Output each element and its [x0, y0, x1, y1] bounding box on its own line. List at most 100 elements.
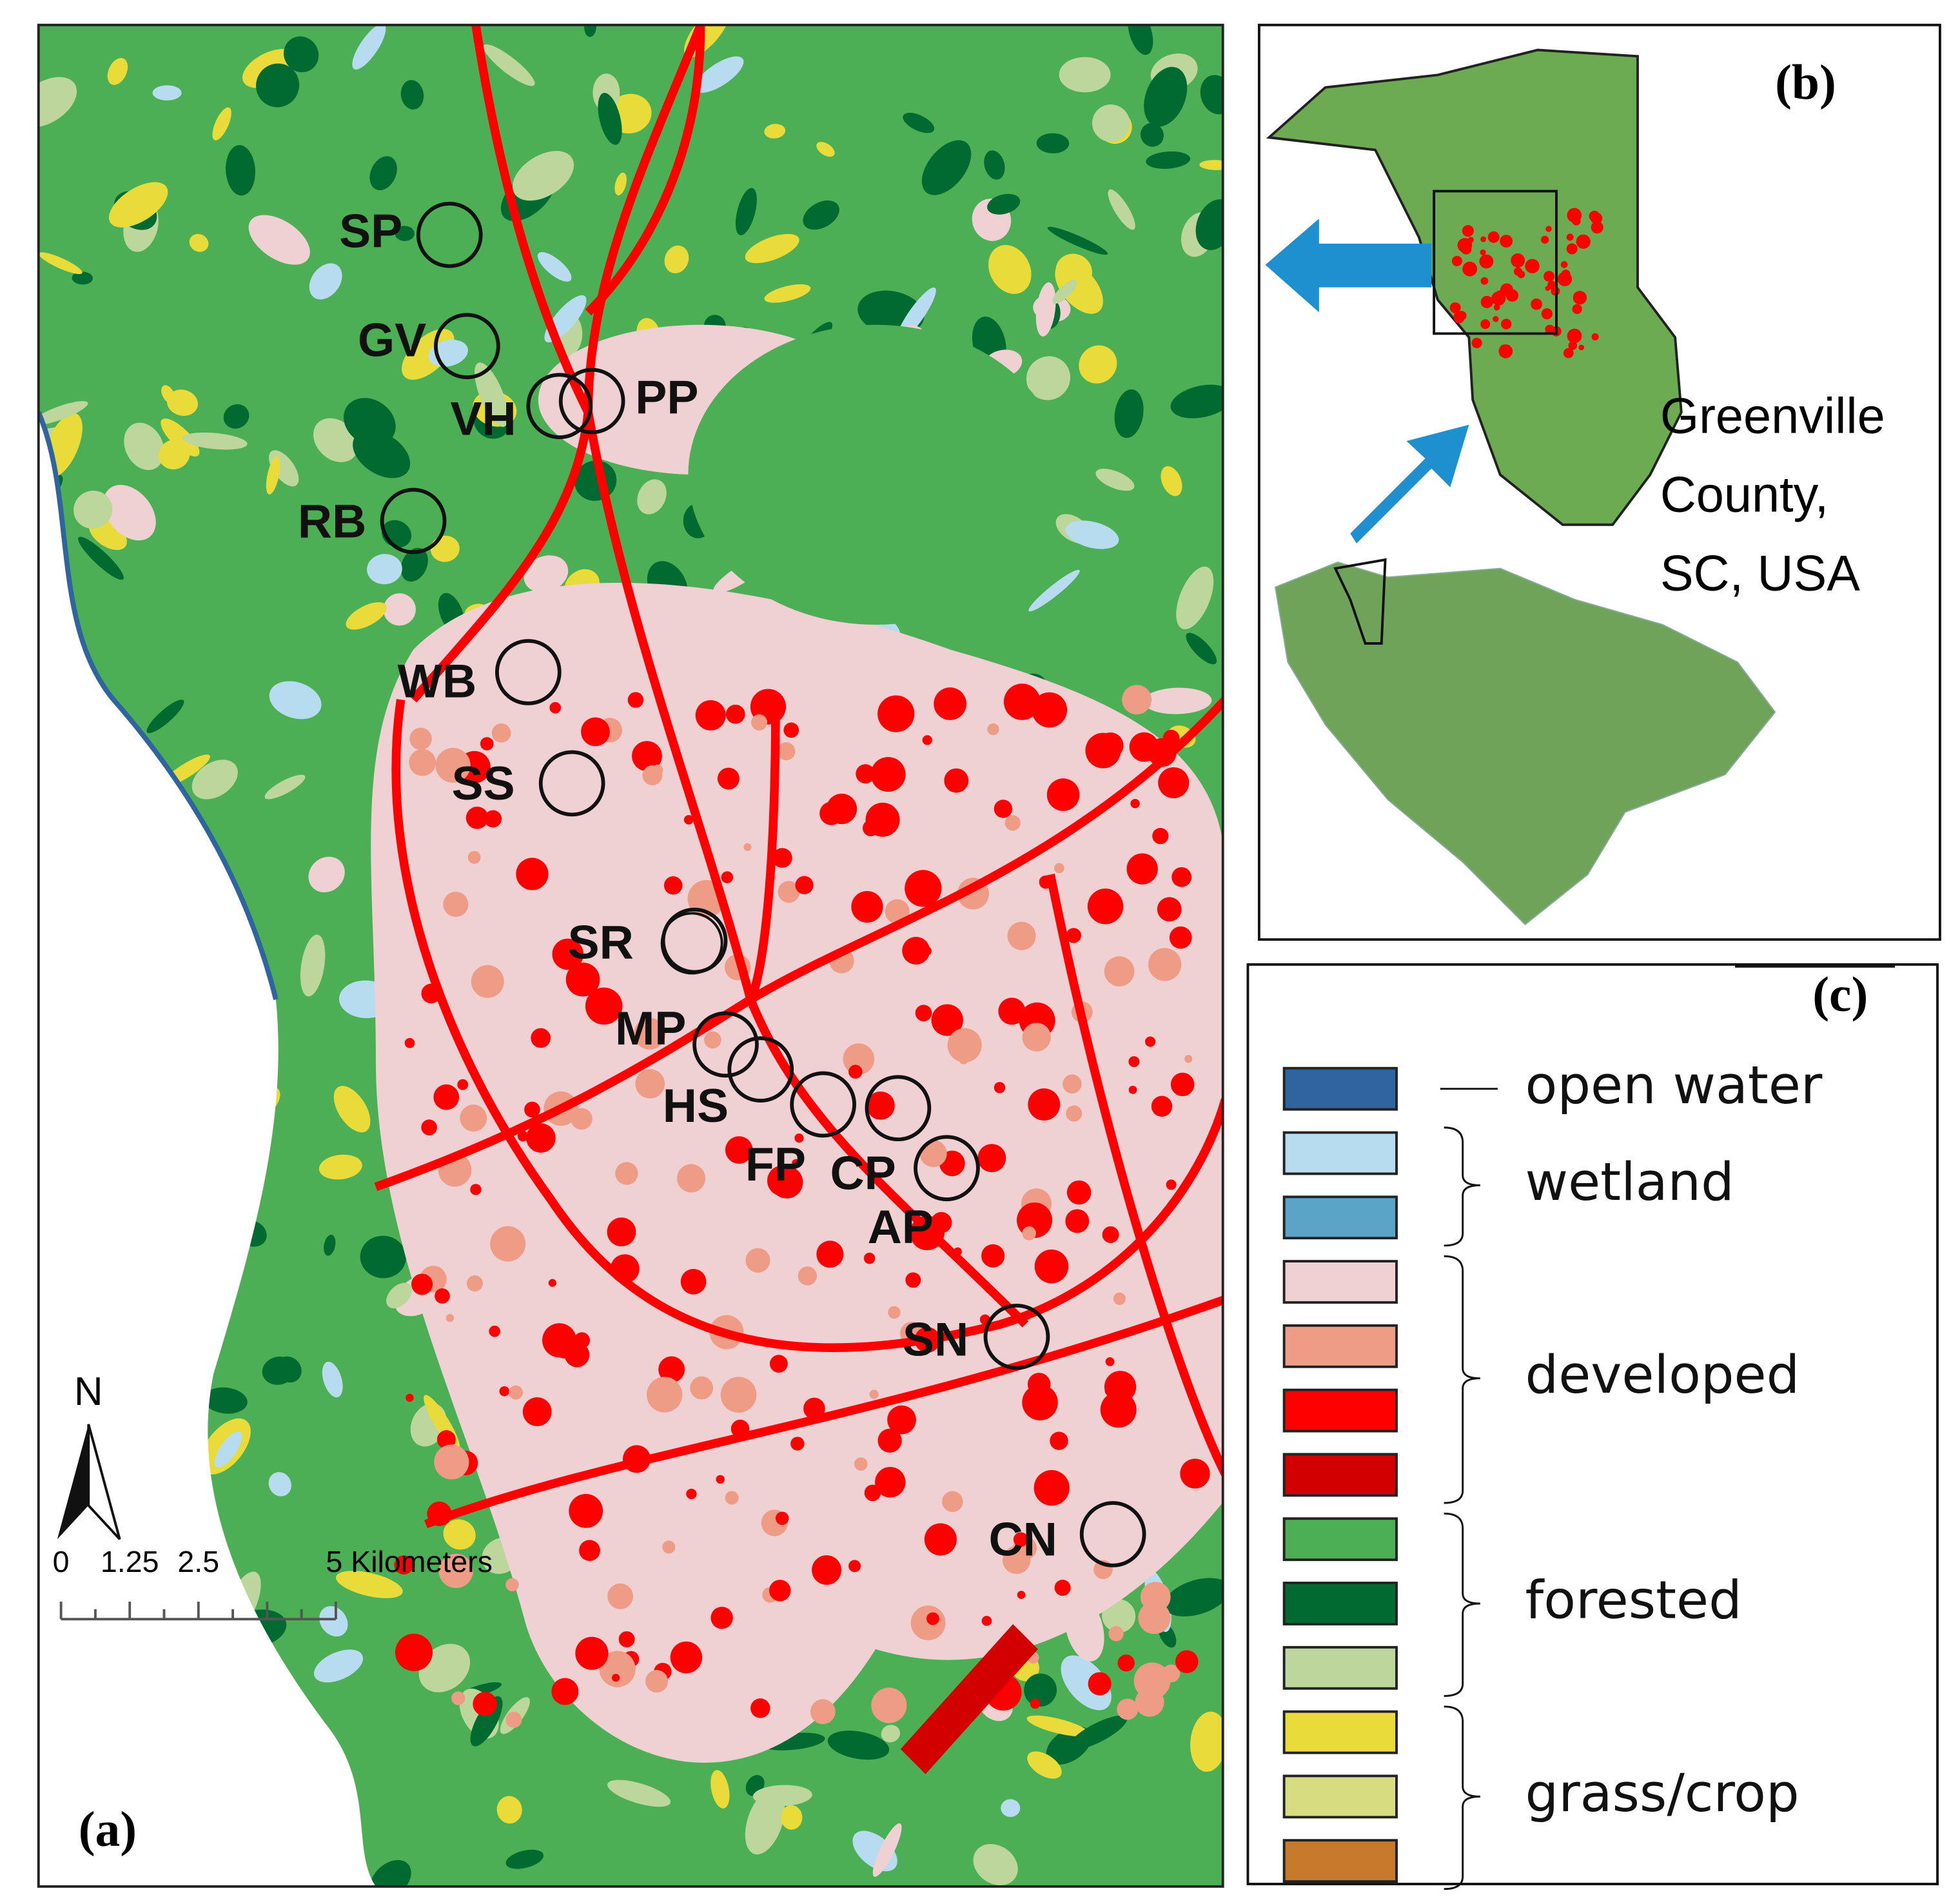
- road: [583, 411, 1029, 1328]
- developed-patch: [1113, 1292, 1126, 1305]
- urban-speck: [1567, 328, 1582, 344]
- developed-patch: [542, 1323, 577, 1358]
- land-patch: [694, 56, 744, 93]
- land-patch: [203, 1387, 248, 1414]
- developed-patch: [717, 767, 740, 790]
- developed-patch: [676, 1164, 706, 1193]
- developed-patch: [1148, 948, 1182, 981]
- developed-patch: [750, 714, 768, 731]
- road: [1046, 874, 1223, 1477]
- developed-patch: [470, 1184, 482, 1195]
- land-patch: [735, 188, 757, 235]
- land-patch: [152, 85, 182, 101]
- developed-patch: [905, 1272, 921, 1288]
- developed-patch: [1184, 1055, 1193, 1063]
- urban-speck: [1545, 226, 1552, 232]
- site-label: PP: [635, 370, 698, 424]
- developed-patch: [1126, 853, 1158, 885]
- developed-patch: [658, 1356, 685, 1383]
- site-label: WB: [398, 654, 477, 707]
- land-patch: [524, 555, 569, 593]
- road: [391, 699, 1223, 1352]
- locator-panel: Greenville County, SC, USA: [1257, 23, 1941, 941]
- developed-patch: [618, 1631, 635, 1647]
- site-marker: [558, 368, 625, 435]
- land-patch: [72, 271, 93, 285]
- developed-patch: [599, 1651, 636, 1687]
- developed-patch: [934, 687, 966, 720]
- developed-patch: [457, 1079, 469, 1090]
- developed-patch: [1140, 1582, 1171, 1612]
- land-patch: [360, 1235, 406, 1279]
- land-patch: [352, 25, 386, 70]
- scale-label: 5 Kilometers: [326, 1545, 492, 1578]
- site-marker: [727, 1036, 794, 1103]
- developed-patch: [1162, 1664, 1181, 1683]
- developed-patch: [1108, 1625, 1124, 1642]
- land-patch: [764, 124, 786, 139]
- legend-label: developed: [1525, 1344, 1800, 1406]
- developed-patch: [905, 870, 942, 907]
- land-patch: [319, 1606, 348, 1637]
- developed-patch: [552, 938, 583, 970]
- land-patch: [512, 151, 574, 201]
- land-patch: [1028, 569, 1080, 612]
- developed-patch: [819, 801, 843, 825]
- legend-swatch: [1282, 1582, 1398, 1625]
- land-patch: [637, 479, 667, 515]
- developed-patch: [1088, 1672, 1112, 1696]
- developed-patch: [569, 1493, 603, 1528]
- urban-speck: [1566, 243, 1578, 255]
- land-patch: [161, 385, 175, 404]
- developed-patch: [783, 722, 799, 738]
- land-patch: [214, 1431, 242, 1468]
- land-patch: [987, 193, 1021, 215]
- developed-patch: [1104, 956, 1135, 986]
- site-label: SP: [339, 204, 402, 258]
- land-patch: [1176, 566, 1214, 629]
- land-patch: [124, 422, 164, 471]
- developed-patch: [769, 1580, 791, 1602]
- developed-patch: [663, 876, 683, 895]
- site-marker: [1079, 1501, 1146, 1567]
- developed-patch: [1162, 729, 1180, 747]
- scale-label: 1.25: [101, 1545, 159, 1578]
- land-patch: [402, 329, 455, 380]
- developed-patch: [433, 1084, 460, 1110]
- land-patch: [268, 1472, 291, 1497]
- developed-patch: [848, 1065, 863, 1079]
- land-patch: [1164, 1578, 1223, 1617]
- developed-patch: [411, 1273, 433, 1295]
- scale-label: 2.5: [177, 1545, 219, 1578]
- land-patch: [74, 490, 113, 529]
- urban-speck: [1500, 344, 1508, 353]
- developed-patch: [581, 717, 610, 747]
- developed-patch: [1128, 1085, 1137, 1094]
- developed-patch: [670, 1641, 703, 1674]
- developed-patch: [435, 747, 471, 783]
- developed-patch: [864, 1484, 881, 1502]
- land-patch: [1190, 1711, 1223, 1772]
- developed-patch: [919, 1139, 947, 1168]
- developed-patch: [977, 1144, 1006, 1173]
- urban-speck: [1480, 236, 1487, 242]
- developed-patch: [770, 1355, 788, 1373]
- developed-patch: [1022, 1226, 1037, 1241]
- urban-speck: [1513, 267, 1523, 276]
- developed-patch: [887, 1405, 916, 1435]
- urban-speck: [1479, 254, 1494, 269]
- land-patch: [1144, 66, 1188, 127]
- land-patch: [1068, 1715, 1128, 1750]
- developed-patch: [467, 850, 481, 864]
- developed-patch: [680, 1268, 707, 1295]
- developed-patch: [451, 1691, 466, 1705]
- developed-patch: [647, 1377, 683, 1413]
- developed-patch: [877, 695, 915, 732]
- urban-speck: [1591, 221, 1603, 234]
- developed-patch: [395, 1633, 433, 1671]
- legend-swatch: [1282, 1195, 1398, 1240]
- land-patch: [191, 760, 238, 800]
- urban-speck: [1545, 324, 1555, 335]
- site-marker: [434, 313, 500, 380]
- developed-patch: [1166, 1179, 1177, 1190]
